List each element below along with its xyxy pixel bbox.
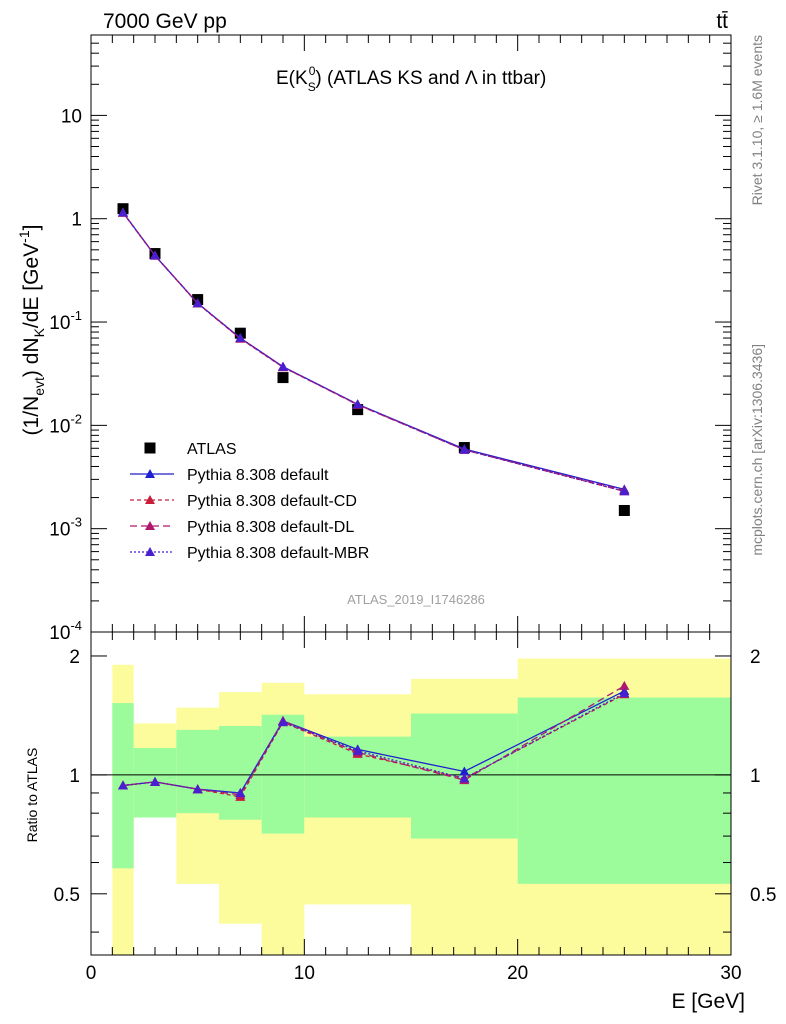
- ratio-point: [352, 745, 363, 755]
- legend-marker: [145, 547, 155, 556]
- y-tick-label: 10: [61, 106, 82, 127]
- y-tick-label: 1: [71, 210, 82, 231]
- data-point: [235, 333, 246, 343]
- title-main: E(K: [276, 68, 308, 89]
- y-tick-label: 10-4: [49, 618, 82, 644]
- ratio-y-tick-label-right: 2: [750, 647, 761, 668]
- title-sub: S: [308, 80, 316, 94]
- legend-entry: ATLAS: [144, 441, 237, 458]
- legend-entry: Pythia 8.308 default-CD: [130, 493, 357, 510]
- ratio-uncertainty-bands: [112, 658, 731, 955]
- ratio-y-axis-label: Ratio to ATLAS: [24, 748, 40, 843]
- legend: ATLAS Pythia 8.308 default Pythia 8.308 de…: [130, 441, 369, 562]
- title-sup: 0: [309, 64, 316, 78]
- legend-label: Pythia 8.308 default: [187, 467, 329, 484]
- legend-label: Pythia 8.308 default-MBR: [187, 545, 369, 562]
- legend-entry: Pythia 8.308 default-DL: [130, 519, 354, 536]
- ratio-point: [459, 766, 470, 776]
- data-point: [619, 486, 630, 496]
- ratio-y-tick-label-left: 2: [69, 647, 80, 668]
- legend-label: Pythia 8.308 default-DL: [187, 519, 354, 536]
- legend-label: Pythia 8.308 default-CD: [187, 493, 357, 510]
- ratio-plot-ticks: 0.5 0.51 12 20 10 20 30: [54, 632, 776, 984]
- main-plot-frame: [90, 34, 732, 633]
- ratio-point: [235, 787, 246, 797]
- main-plot-panel: 10-4 10-3 10-2 10-1 1 10: [49, 34, 732, 644]
- legend-marker: [145, 469, 155, 478]
- ratio-line: [122, 692, 625, 794]
- legend-marker: [144, 442, 156, 454]
- x-axis-label: E [GeV]: [671, 990, 745, 1013]
- ratio-point: [150, 776, 160, 786]
- analysis-watermark: ATLAS_2019_I1746286: [347, 592, 485, 607]
- data-point: [150, 250, 160, 260]
- x-tick-label: 20: [507, 963, 528, 984]
- data-point: [277, 372, 289, 384]
- legend-marker: [145, 521, 155, 530]
- y-tick-label: 10-2: [49, 411, 82, 437]
- x-tick-label: 10: [294, 963, 315, 984]
- legend-marker: [145, 495, 155, 504]
- ratio-point: [192, 784, 203, 794]
- ratio-line: [122, 693, 625, 798]
- x-tick-label: 0: [86, 963, 97, 984]
- series-pythia-8-308-default-mbr: [118, 207, 630, 496]
- series-line: [122, 212, 625, 491]
- y-axis-label: (1/Nevt) dNK/dE [GeV-1]: [16, 225, 47, 436]
- data-point: [118, 207, 128, 217]
- data-point: [192, 298, 203, 308]
- main-plot-ticks: 10-4 10-3 10-2 10-1 1 10: [49, 34, 732, 644]
- legend-entry: Pythia 8.308 default: [130, 467, 329, 484]
- series-line: [122, 212, 625, 492]
- ratio-y-tick-label-left: 0.5: [54, 885, 80, 906]
- ratio-y-tick-label-left: 1: [69, 766, 80, 787]
- plot-title: E(KS 0) (ATLAS KS and Λ in ttbar): [276, 64, 546, 94]
- rivet-label: Rivet 3.1.10, ≥ 1.6M events: [749, 35, 765, 205]
- ratio-point: [619, 680, 630, 690]
- ratio-series: [118, 680, 630, 801]
- data-point: [352, 399, 363, 409]
- legend-label: ATLAS: [187, 441, 237, 458]
- ratio-line: [122, 685, 625, 796]
- ratio-y-tick-label-right: 0.5: [750, 885, 776, 906]
- green-band: [219, 725, 262, 820]
- y-tick-label: 10-3: [49, 515, 82, 541]
- ratio-point: [619, 688, 630, 698]
- ratio-y-tick-label-right: 1: [750, 766, 761, 787]
- green-band: [261, 714, 305, 834]
- legend-entry: Pythia 8.308 default-MBR: [130, 545, 369, 562]
- ratio-series-pythia-8-308-default-mbr: [118, 688, 630, 797]
- green-band: [517, 697, 731, 884]
- ratio-point: [118, 780, 128, 790]
- data-point: [459, 444, 470, 454]
- ratio-plot-panel: 0.5 0.51 12 20 10 20 30: [54, 631, 776, 984]
- mcplots-label: mcplots.cern.ch [arXiv:1306.3436]: [749, 344, 765, 556]
- ratio-point: [459, 773, 470, 783]
- ratio-point: [278, 717, 288, 727]
- data-point: [352, 404, 364, 416]
- main-plot-series: [117, 203, 630, 516]
- data-point: [278, 361, 288, 371]
- data-point: [618, 504, 630, 516]
- green-band: [176, 729, 219, 814]
- x-tick-label: 30: [720, 963, 741, 984]
- y-tick-label: 10-1: [49, 308, 82, 334]
- process-label: tt̄: [716, 10, 728, 33]
- energy-label: 7000 GeV pp: [103, 10, 227, 33]
- title-rest: ) (ATLAS KS and Λ in ttbar): [315, 68, 546, 89]
